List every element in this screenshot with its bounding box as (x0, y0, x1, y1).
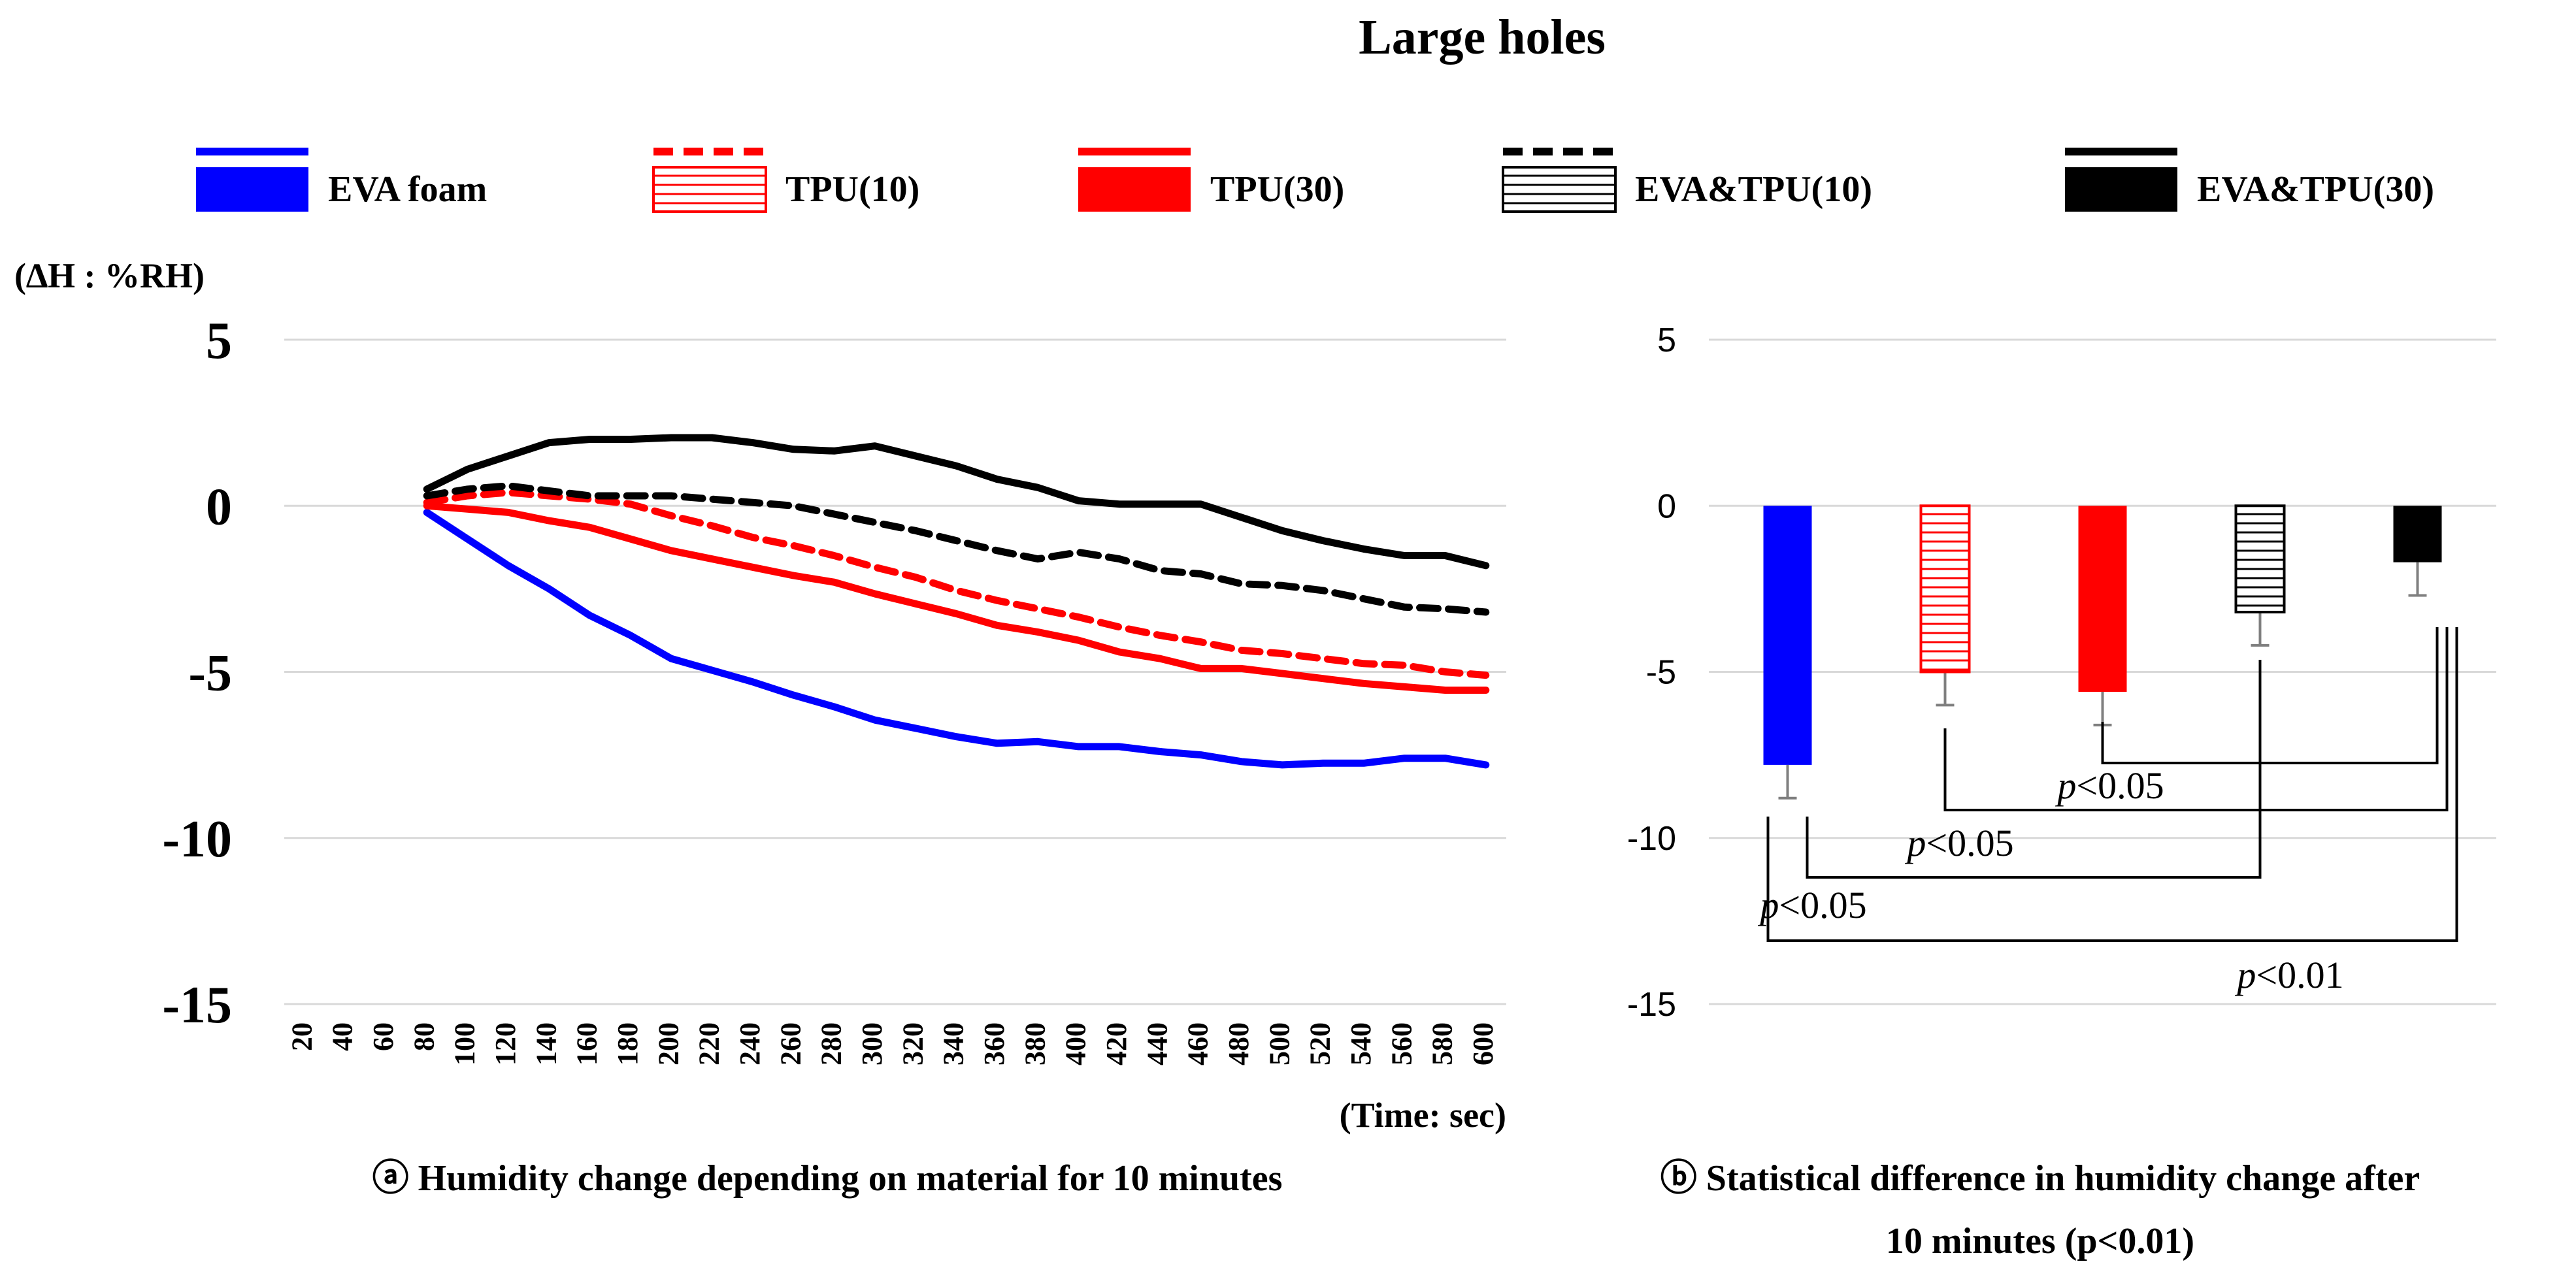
legend-fill-swatch (196, 167, 308, 212)
bar-chart-caption-line-1: ⓑ Statistical difference in humidity cha… (1660, 1158, 2420, 1199)
x-tick-label: 480 (1223, 1022, 1255, 1065)
bar (2078, 506, 2127, 692)
legend: EVA foam TPU(10) TPU(30) EVA&TPU(10) EVA&TPU… (196, 148, 2434, 213)
series-line (423, 482, 1490, 616)
bar (2393, 506, 2442, 562)
y-axis-label: (∆H : %RH) (14, 256, 205, 295)
y-tick-label: 5 (206, 312, 232, 370)
p-value-label: p<0.01 (2234, 954, 2343, 996)
x-tick-label: 300 (856, 1022, 888, 1065)
significance-bracket: p<0.05 (1757, 660, 2262, 926)
x-tick-label: 600 (1467, 1022, 1499, 1065)
legend-label: TPU(10) (785, 169, 919, 210)
legend-fill-swatch (652, 166, 767, 213)
bracket-line (1943, 627, 2449, 811)
series-line (423, 434, 1490, 570)
bracket-line (2101, 627, 2439, 764)
y-tick-label: -15 (1627, 986, 1676, 1024)
line-chart: (∆H : %RH) 5 0 -5 -10 -15 20 40 60 80 100 120 140 1… (14, 256, 1506, 1199)
legend-item: TPU(30) (1078, 148, 1344, 212)
x-tick-label: 160 (571, 1022, 603, 1065)
x-tick-label: 40 (327, 1022, 359, 1051)
y-tick-label: -15 (162, 977, 232, 1034)
x-tick-label: 240 (734, 1022, 766, 1065)
x-tick-label: 180 (612, 1022, 644, 1065)
legend-label: EVA&TPU(10) (1635, 169, 1872, 210)
y-tick-label: -10 (1627, 820, 1676, 858)
x-tick-label: 100 (449, 1022, 481, 1065)
bar-chart: 5 0 -5 -10 -15 p<0.05 p<0.05 p<0.05 p<0.01 ⓑ St… (1627, 321, 2496, 1261)
y-tick-label: -5 (188, 645, 232, 702)
legend-item: EVA&TPU(10) (1502, 148, 1872, 213)
x-tick-label: 120 (489, 1022, 521, 1065)
y-tick-label: 5 (1657, 321, 1676, 359)
x-tick-label: 360 (978, 1022, 1010, 1065)
x-tick-label: 340 (938, 1022, 970, 1065)
y-tick-label: 0 (1657, 487, 1676, 525)
x-tick-label: 80 (408, 1022, 440, 1051)
x-tick-label: 140 (530, 1022, 562, 1065)
y-tick-label: 0 (206, 478, 232, 536)
line-chart-caption: ⓐ Humidity change depending on material … (372, 1158, 1283, 1199)
legend-item: EVA foam (196, 148, 487, 212)
legend-fill-swatch (2065, 167, 2177, 212)
bar (1919, 504, 1971, 674)
x-tick-label: 380 (1019, 1022, 1051, 1065)
x-tick-label: 500 (1263, 1022, 1295, 1065)
x-tick-label: 220 (693, 1022, 725, 1065)
x-tick-label: 580 (1427, 1022, 1459, 1065)
legend-item: EVA&TPU(30) (2065, 148, 2434, 212)
legend-label: TPU(30) (1210, 169, 1344, 210)
x-tick-label: 60 (367, 1022, 399, 1051)
legend-fill-swatch (1078, 167, 1191, 212)
x-tick-label: 200 (652, 1022, 684, 1065)
legend-label: EVA&TPU(30) (2197, 169, 2434, 210)
x-tick-label: 520 (1304, 1022, 1336, 1065)
series-line (423, 508, 1490, 769)
legend-label: EVA foam (328, 169, 487, 210)
x-tick-label: 440 (1141, 1022, 1173, 1065)
x-tick-label: 540 (1345, 1022, 1377, 1065)
bracket-line (1766, 627, 2458, 942)
legend-item: TPU(10) (652, 148, 919, 213)
legend-fill-swatch (1502, 166, 1617, 213)
x-tick-label: 320 (897, 1022, 929, 1065)
bar (2234, 504, 2286, 613)
x-tick-label: 20 (286, 1022, 318, 1051)
x-tick-label: 400 (1060, 1022, 1092, 1065)
y-tick-label: -5 (1646, 654, 1676, 692)
series-line (423, 502, 1490, 694)
p-value-label: p<0.05 (2055, 764, 2164, 807)
x-tick-label: 420 (1100, 1022, 1132, 1065)
series-line (423, 489, 1490, 679)
bracket-line (1806, 660, 2262, 879)
figure-title: Large holes (1359, 10, 1606, 65)
significance-bracket: p<0.05 (2055, 627, 2439, 807)
p-value-label: p<0.05 (1904, 822, 2013, 864)
p-value-label: p<0.05 (1757, 884, 1866, 926)
significance-bracket: p<0.05 (1904, 627, 2449, 864)
significance-bracket: p<0.01 (1766, 627, 2458, 996)
x-tick-label: 560 (1385, 1022, 1417, 1065)
x-axis-label: (Time: sec) (1340, 1096, 1506, 1135)
y-tick-label: -10 (162, 811, 232, 868)
bar-chart-caption-line-2: 10 minutes (p<0.01) (1886, 1221, 2194, 1261)
x-tick-label: 260 (774, 1022, 806, 1065)
bar (1763, 506, 1812, 765)
x-tick-label: 280 (816, 1022, 848, 1065)
x-tick-label: 460 (1182, 1022, 1214, 1065)
